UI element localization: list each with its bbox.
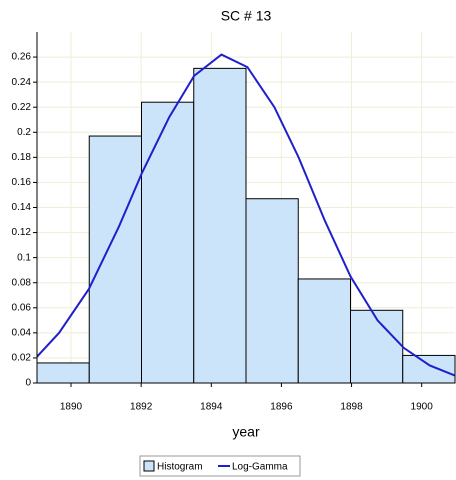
bar — [350, 309, 404, 384]
bar — [88, 135, 142, 384]
chart-title: SC # 13 — [221, 8, 272, 24]
legend-label: Histogram — [157, 462, 203, 473]
y-tick-label: 0.12 — [12, 227, 32, 238]
bar — [297, 278, 351, 384]
y-tick-label: 0.22 — [12, 102, 32, 113]
bar — [141, 101, 195, 384]
x-tick-label: 1900 — [411, 402, 434, 413]
bar — [36, 362, 90, 384]
legend: Histogram Log-Gamma — [139, 455, 301, 477]
legend-label: Log-Gamma — [232, 462, 288, 473]
x-tick-label: 1898 — [340, 402, 363, 413]
y-tick-label: 0.16 — [12, 177, 32, 188]
y-tick-label: 0.04 — [12, 327, 32, 338]
y-tick-label: 0.1 — [17, 252, 31, 263]
y-tick-label: 0.2 — [17, 127, 31, 138]
x-axis-label: year — [232, 424, 260, 440]
x-tick-label: 1894 — [200, 402, 223, 413]
x-tick-label: 1896 — [270, 402, 293, 413]
x-tick-label: 1892 — [130, 402, 153, 413]
x-tick-label: 1890 — [60, 402, 83, 413]
y-tick-label: 0.24 — [12, 77, 32, 88]
bar — [193, 67, 247, 384]
bar — [245, 198, 299, 384]
y-tick-label: 0.26 — [12, 52, 32, 63]
legend-swatch — [143, 460, 155, 472]
fit-curve — [36, 53, 456, 377]
y-tick-label: 0.08 — [12, 277, 32, 288]
y-tick-label: 0 — [25, 378, 31, 389]
y-tick-label: 0.02 — [12, 353, 32, 364]
y-tick-label: 0.06 — [12, 302, 32, 313]
y-tick-label: 0.18 — [12, 152, 32, 163]
y-tick-label: 0.14 — [12, 202, 32, 213]
bar — [402, 354, 456, 384]
